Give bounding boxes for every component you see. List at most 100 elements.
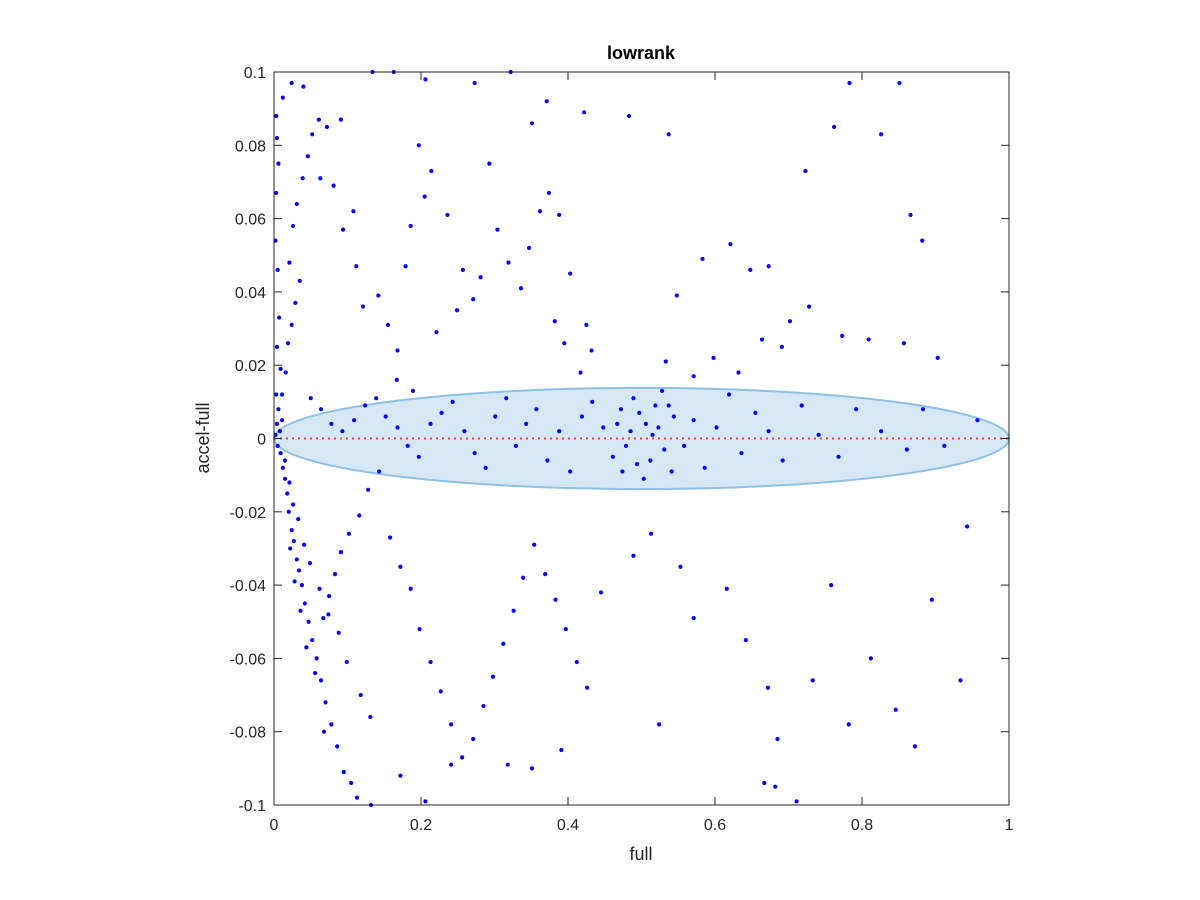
data-point [836,454,841,459]
data-point [408,223,413,229]
data-point [363,403,368,408]
data-point [471,736,476,742]
data-point [340,227,346,232]
data-point [449,722,454,727]
data-point [493,414,498,419]
data-point [296,517,301,522]
data-point [780,458,785,463]
data-point [557,429,562,434]
data-point [506,260,511,265]
data-point [762,780,767,786]
data-point [574,659,579,665]
data-point [584,322,589,327]
data-point [274,135,280,141]
data-point [286,509,291,514]
data-point [546,190,551,196]
data-point [623,443,629,448]
data-point [912,744,918,749]
data-point [563,626,568,632]
data-point [274,421,280,426]
data-point [598,590,604,595]
data-point [294,201,299,207]
x-tick-label: 0.6 [704,817,726,834]
data-point [302,542,307,547]
y-tick-label: 0.08 [235,138,266,155]
data-point [354,795,360,800]
data-point [472,451,477,456]
data-point [637,410,642,415]
data-point [544,99,549,104]
data-point [357,513,362,518]
data-point [736,370,741,375]
data-point [897,80,902,86]
data-point [438,689,443,694]
data-point [307,561,313,566]
data-point [529,766,535,771]
data-point [806,304,812,309]
data-point [557,212,562,218]
data-point [471,297,476,302]
data-point [282,476,288,481]
data-point [513,443,518,448]
data-point [329,722,334,727]
y-tick-label: -0.02 [230,505,267,522]
data-point [589,348,594,353]
data-point [294,557,299,562]
data-point [671,414,676,419]
data-point [631,396,636,401]
data-point [428,659,433,665]
data-point [518,286,524,291]
data-point [304,645,309,650]
data-point [340,429,345,434]
data-point [338,117,343,122]
data-point [816,432,821,437]
data-point [965,524,970,529]
data-point [316,117,321,122]
data-point [663,359,668,364]
data-point [280,95,285,100]
data-point [829,583,834,588]
data-point [318,407,324,412]
data-point [422,194,427,199]
data-point [478,275,483,280]
y-tick-label: 0.06 [235,212,266,229]
data-point [285,341,291,346]
data-point [775,736,780,742]
data-point [537,209,543,214]
data-point [276,407,281,412]
data-point [847,80,852,86]
data-point [305,154,310,159]
data-point [483,465,488,470]
data-point [349,780,354,786]
data-point [280,465,285,470]
data-point [341,769,346,775]
data-point [545,458,550,463]
data-point [799,403,804,408]
data-point [416,143,421,148]
data-point [901,341,906,346]
data-point [487,161,492,166]
data-point [631,553,636,558]
data-point [840,333,845,338]
data-point [700,256,705,262]
data-point [765,685,771,690]
data-point [779,344,784,349]
data-point [657,722,662,727]
data-point [288,546,293,551]
data-point [324,124,330,130]
data-point [868,656,873,661]
data-point [579,414,585,419]
data-point [287,260,292,265]
data-point [395,348,400,353]
data-point [935,355,940,360]
data-point [620,469,625,474]
data-point [326,612,331,617]
data-point [553,597,558,602]
data-point [321,615,326,621]
data-point [766,264,771,269]
data-point [626,113,632,119]
data-point [385,322,391,327]
data-point [327,593,332,599]
axes [273,71,1010,806]
